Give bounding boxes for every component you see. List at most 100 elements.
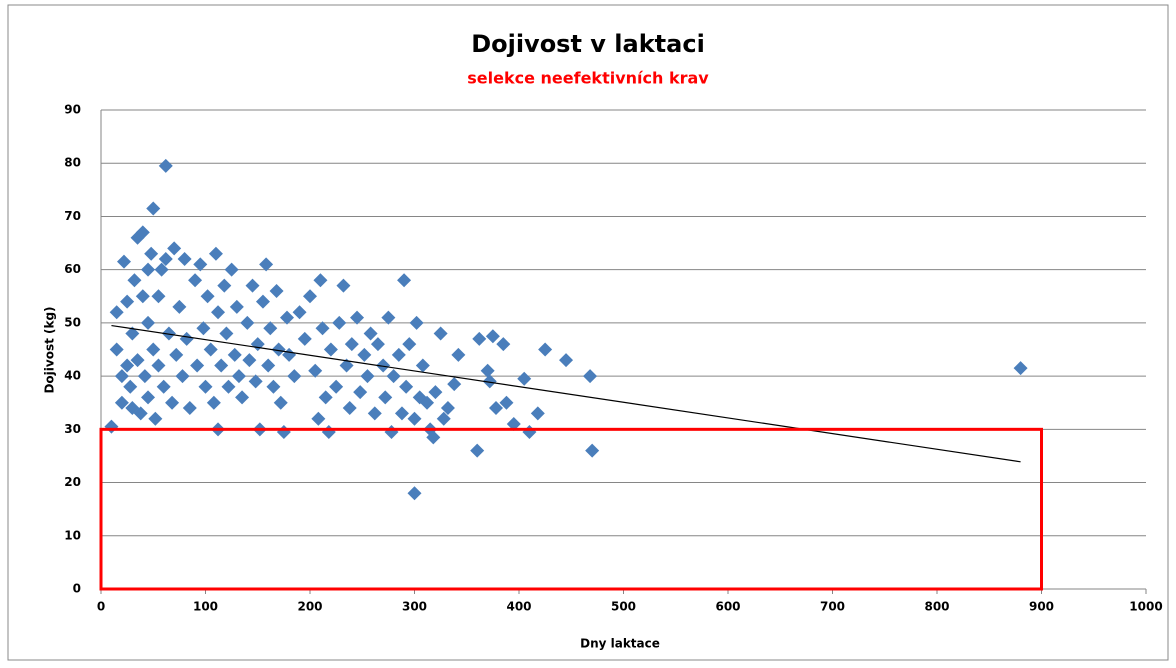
- point: [391, 347, 406, 362]
- point: [485, 329, 500, 344]
- y-tick-label: 20: [64, 475, 81, 489]
- point: [297, 331, 312, 346]
- point: [120, 294, 135, 309]
- x-tick-label: 100: [193, 600, 218, 614]
- point: [179, 331, 194, 346]
- point: [378, 390, 393, 405]
- point: [172, 299, 187, 314]
- point: [161, 326, 176, 341]
- point: [402, 337, 417, 352]
- point: [146, 201, 161, 216]
- point: [156, 379, 171, 394]
- trendline: [111, 324, 1021, 463]
- point: [114, 369, 129, 384]
- point: [190, 358, 205, 373]
- point: [245, 278, 260, 293]
- x-tick-label: 500: [611, 600, 636, 614]
- point: [146, 342, 161, 357]
- y-tick-label: 70: [64, 209, 81, 223]
- point: [303, 289, 317, 304]
- x-tick-label: 800: [924, 600, 949, 614]
- point: [1013, 361, 1028, 376]
- point: [261, 358, 276, 373]
- point: [137, 369, 152, 384]
- point: [287, 369, 302, 384]
- point: [538, 342, 553, 357]
- point: [433, 326, 448, 341]
- point: [141, 315, 156, 330]
- x-tick-label: 300: [402, 600, 427, 614]
- point: [148, 411, 163, 426]
- point: [175, 369, 190, 384]
- point: [332, 315, 347, 330]
- point: [482, 374, 497, 389]
- point: [217, 278, 232, 293]
- x-tick-label: 400: [506, 600, 531, 614]
- x-tick-label: 200: [297, 600, 322, 614]
- x-tick-label: 0: [97, 600, 105, 614]
- point: [350, 310, 365, 325]
- point: [240, 315, 255, 330]
- point: [151, 289, 166, 304]
- point: [158, 252, 173, 267]
- point: [496, 337, 511, 352]
- point: [200, 289, 215, 304]
- point: [242, 353, 257, 368]
- point: [206, 395, 221, 410]
- point: [308, 363, 323, 378]
- point: [428, 385, 443, 400]
- point: [318, 390, 333, 405]
- point: [177, 252, 192, 267]
- point: [506, 417, 521, 432]
- point: [255, 294, 270, 309]
- point: [397, 273, 412, 288]
- point: [370, 337, 385, 352]
- highlight-box: [99, 427, 1043, 591]
- point: [271, 342, 286, 357]
- point: [426, 430, 441, 445]
- point: [470, 443, 485, 458]
- point: [367, 406, 382, 421]
- x-tick-label: 700: [820, 600, 845, 614]
- point: [323, 342, 338, 357]
- point: [381, 310, 396, 325]
- point: [114, 395, 129, 410]
- y-tick-label: 90: [64, 103, 81, 117]
- point: [583, 369, 598, 384]
- point: [227, 347, 242, 362]
- point: [127, 273, 142, 288]
- point: [530, 406, 545, 421]
- point: [141, 390, 156, 405]
- point: [311, 411, 326, 426]
- point: [133, 406, 148, 421]
- point: [198, 379, 213, 394]
- point: [169, 347, 184, 362]
- point: [165, 395, 180, 410]
- y-axis-label: Dojivost (kg): [43, 306, 57, 393]
- point: [407, 486, 422, 501]
- point: [211, 305, 226, 320]
- point: [363, 326, 378, 341]
- point: [188, 273, 203, 288]
- chart-frame: [7, 4, 1169, 661]
- point: [329, 379, 344, 394]
- point: [399, 379, 414, 394]
- point: [357, 347, 372, 362]
- point: [167, 241, 182, 256]
- point: [420, 395, 435, 410]
- point: [263, 321, 278, 336]
- point: [353, 385, 368, 400]
- point: [436, 411, 451, 426]
- point: [229, 299, 244, 314]
- point: [109, 342, 124, 357]
- point: [193, 257, 208, 272]
- point: [409, 315, 424, 330]
- point: [386, 369, 401, 384]
- point: [480, 363, 495, 378]
- y-tick-label: 10: [64, 528, 81, 542]
- point: [489, 401, 504, 416]
- point: [517, 371, 532, 386]
- y-tick-label: 80: [64, 156, 81, 170]
- y-tick-label: 50: [64, 315, 81, 329]
